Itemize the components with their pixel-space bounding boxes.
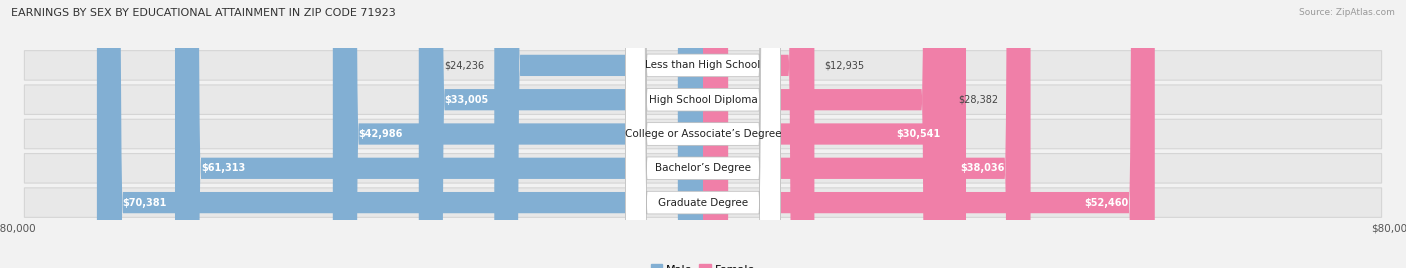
Text: Graduate Degree: Graduate Degree [658,198,748,208]
FancyBboxPatch shape [703,0,1154,268]
Legend: Male, Female: Male, Female [647,260,759,268]
FancyBboxPatch shape [24,154,1382,183]
FancyBboxPatch shape [24,85,1382,114]
Text: $42,986: $42,986 [359,129,404,139]
Text: College or Associate’s Degree: College or Associate’s Degree [624,129,782,139]
FancyBboxPatch shape [703,0,814,268]
FancyBboxPatch shape [703,0,948,268]
Text: High School Diploma: High School Diploma [648,95,758,105]
FancyBboxPatch shape [495,0,703,268]
Text: $12,935: $12,935 [825,60,865,70]
FancyBboxPatch shape [333,0,703,268]
Text: $28,382: $28,382 [957,95,998,105]
FancyBboxPatch shape [626,0,780,268]
Text: $33,005: $33,005 [444,95,489,105]
FancyBboxPatch shape [174,0,703,268]
FancyBboxPatch shape [419,0,703,268]
Text: $24,236: $24,236 [444,60,484,70]
Text: $38,036: $38,036 [960,163,1005,173]
FancyBboxPatch shape [626,0,780,268]
FancyBboxPatch shape [703,0,966,268]
Text: $30,541: $30,541 [896,129,941,139]
Text: Source: ZipAtlas.com: Source: ZipAtlas.com [1299,8,1395,17]
FancyBboxPatch shape [97,0,703,268]
FancyBboxPatch shape [626,0,780,268]
FancyBboxPatch shape [24,51,1382,80]
FancyBboxPatch shape [24,119,1382,149]
FancyBboxPatch shape [703,0,1031,268]
Text: $61,313: $61,313 [201,163,245,173]
Text: EARNINGS BY SEX BY EDUCATIONAL ATTAINMENT IN ZIP CODE 71923: EARNINGS BY SEX BY EDUCATIONAL ATTAINMEN… [11,8,396,18]
FancyBboxPatch shape [626,0,780,268]
FancyBboxPatch shape [626,0,780,268]
Text: $52,460: $52,460 [1084,198,1129,208]
Text: Bachelor’s Degree: Bachelor’s Degree [655,163,751,173]
Text: $70,381: $70,381 [122,198,167,208]
FancyBboxPatch shape [24,188,1382,217]
Text: Less than High School: Less than High School [645,60,761,70]
